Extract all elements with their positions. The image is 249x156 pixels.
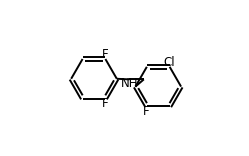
Text: F: F	[102, 97, 109, 110]
Text: F: F	[102, 48, 109, 61]
Text: F: F	[143, 105, 150, 118]
Text: NH: NH	[121, 77, 138, 90]
Text: Cl: Cl	[164, 56, 176, 68]
